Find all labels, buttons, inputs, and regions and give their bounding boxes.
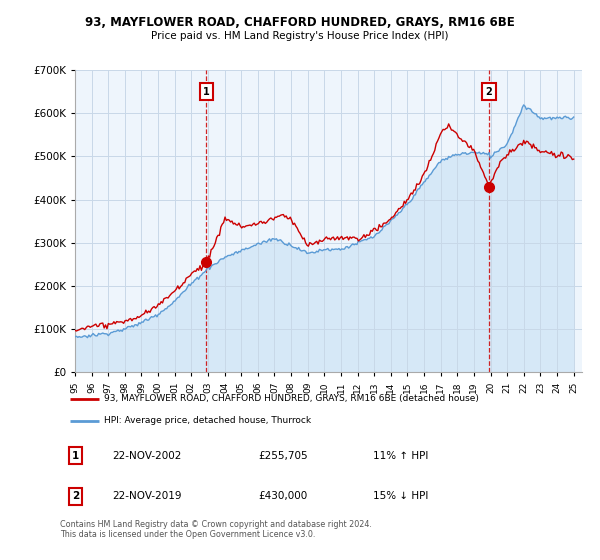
Text: 1: 1 — [203, 87, 209, 96]
Text: £255,705: £255,705 — [259, 451, 308, 461]
Text: 1: 1 — [72, 451, 79, 461]
Text: 93, MAYFLOWER ROAD, CHAFFORD HUNDRED, GRAYS, RM16 6BE (detached house): 93, MAYFLOWER ROAD, CHAFFORD HUNDRED, GR… — [104, 394, 479, 403]
Text: Price paid vs. HM Land Registry's House Price Index (HPI): Price paid vs. HM Land Registry's House … — [151, 31, 449, 41]
Text: 15% ↓ HPI: 15% ↓ HPI — [373, 491, 428, 501]
Text: 22-NOV-2019: 22-NOV-2019 — [112, 491, 182, 501]
Text: 11% ↑ HPI: 11% ↑ HPI — [373, 451, 428, 461]
Text: Contains HM Land Registry data © Crown copyright and database right 2024.
This d: Contains HM Land Registry data © Crown c… — [60, 520, 372, 539]
Text: 93, MAYFLOWER ROAD, CHAFFORD HUNDRED, GRAYS, RM16 6BE: 93, MAYFLOWER ROAD, CHAFFORD HUNDRED, GR… — [85, 16, 515, 29]
Text: 2: 2 — [485, 87, 492, 96]
Text: HPI: Average price, detached house, Thurrock: HPI: Average price, detached house, Thur… — [104, 416, 311, 425]
Text: £430,000: £430,000 — [259, 491, 308, 501]
Text: 22-NOV-2002: 22-NOV-2002 — [112, 451, 182, 461]
Text: 2: 2 — [72, 491, 79, 501]
